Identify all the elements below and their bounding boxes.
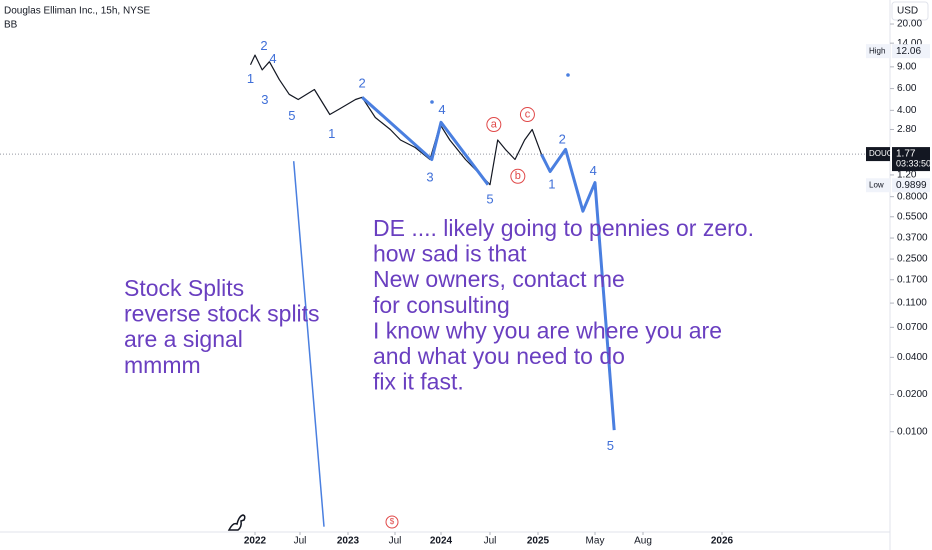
series-line [361, 96, 490, 186]
y-tick-label: 0.0700 [897, 322, 928, 333]
note-line: reverse stock splits [124, 301, 320, 327]
wave-label: 4 [269, 51, 276, 66]
label-circle [486, 117, 502, 133]
x-tick-label: Aug [634, 536, 652, 547]
note-line: DE .... likely going to pennies or zero. [373, 215, 754, 241]
x-tick-label: Jul [484, 536, 497, 547]
wave-label: 1 [247, 71, 254, 86]
y-tick-label: 0.3700 [897, 233, 928, 244]
price-tag-name [866, 178, 890, 193]
price-tag-text: 1.77 [896, 149, 916, 160]
y-tick-label: 0.0100 [897, 426, 928, 437]
currency-button[interactable] [891, 1, 929, 21]
wave-label: 3 [426, 170, 433, 185]
note-line: are a signal [124, 326, 243, 352]
series-line [292, 161, 325, 527]
y-tick-label: 0.5500 [897, 211, 928, 222]
wave-label: 5 [486, 192, 493, 207]
x-tick-label: 2023 [337, 536, 360, 547]
label-circle [519, 107, 535, 123]
price-tag-name-text: DOUG [869, 149, 893, 158]
note-line: I know why you are where you are [373, 317, 722, 343]
wave-label: 3 [261, 92, 268, 107]
price-tag-text: 0.9899 [896, 180, 927, 191]
y-tick-label: 9.00 [897, 61, 917, 72]
dividend-icon: $ [385, 515, 399, 529]
y-tick-label: 0.0400 [897, 352, 928, 363]
price-tag [892, 44, 930, 59]
wave-label: 4 [438, 102, 445, 117]
price-tag [892, 147, 930, 172]
note-line: New owners, contact me [373, 266, 625, 292]
note-line: for consulting [373, 292, 510, 318]
y-tick-label: 0.0200 [897, 389, 928, 400]
x-tick-label: 2025 [527, 536, 550, 547]
wave-label: 1 [328, 126, 335, 141]
series-line [249, 54, 543, 186]
countdown: 03:33:50 [896, 158, 931, 168]
price-tag-name [866, 147, 890, 162]
y-tick-label: 20.00 [897, 19, 922, 30]
wave-label: 5 [607, 438, 614, 453]
wave-label: 5 [288, 108, 295, 123]
indicator: BB [4, 20, 18, 31]
drawing-dot [430, 100, 434, 104]
wave-label: 2 [559, 131, 566, 146]
wave-label: 2 [260, 38, 267, 53]
y-tick-label: 0.8000 [897, 191, 928, 202]
y-tick-label: 0.1700 [897, 274, 928, 285]
price-tag-name [866, 44, 890, 59]
circled-label: c [525, 108, 531, 120]
x-tick-label: May [586, 536, 605, 547]
price-tag-name-text: Low [869, 180, 884, 189]
note-line: Stock Splits [124, 275, 244, 301]
y-tick-label: 0.1100 [897, 298, 927, 309]
circled-label: a [491, 118, 498, 130]
svg-text:$: $ [390, 517, 395, 526]
series-line [540, 147, 616, 431]
y-tick-label: 0.2500 [897, 254, 928, 265]
y-tick-label: 2.80 [897, 124, 917, 135]
price-tag [892, 178, 930, 193]
price-tag-name-text: High [869, 46, 885, 55]
note-line: how sad is that [373, 241, 527, 267]
symbol-title: Douglas Elliman Inc., 15h, NYSE [4, 6, 151, 17]
label-circle [510, 168, 526, 184]
y-tick-label: 4.00 [897, 105, 917, 116]
note-line: and what you need to do [373, 343, 625, 369]
wave-label: 2 [358, 76, 365, 91]
wave-label: 1 [548, 177, 555, 192]
wave-label: 4 [590, 163, 597, 178]
x-tick-label: 2026 [711, 536, 734, 547]
logo [227, 514, 246, 531]
note-line: fix it fast. [373, 369, 464, 395]
currency: USD [897, 6, 918, 17]
price-tag-text: 12.06 [896, 46, 921, 57]
note-line: mmmm [124, 352, 201, 378]
y-tick-label: 14.00 [897, 38, 922, 49]
x-tick-label: 2022 [244, 536, 267, 547]
x-tick-label: 2024 [430, 536, 453, 547]
drawing-dot [566, 73, 570, 77]
y-tick-label: 1.20 [897, 170, 917, 181]
y-tick-label: 6.00 [897, 83, 917, 94]
x-tick-label: Jul [294, 536, 307, 547]
x-tick-label: Jul [389, 536, 402, 547]
circled-label: b [515, 170, 521, 182]
